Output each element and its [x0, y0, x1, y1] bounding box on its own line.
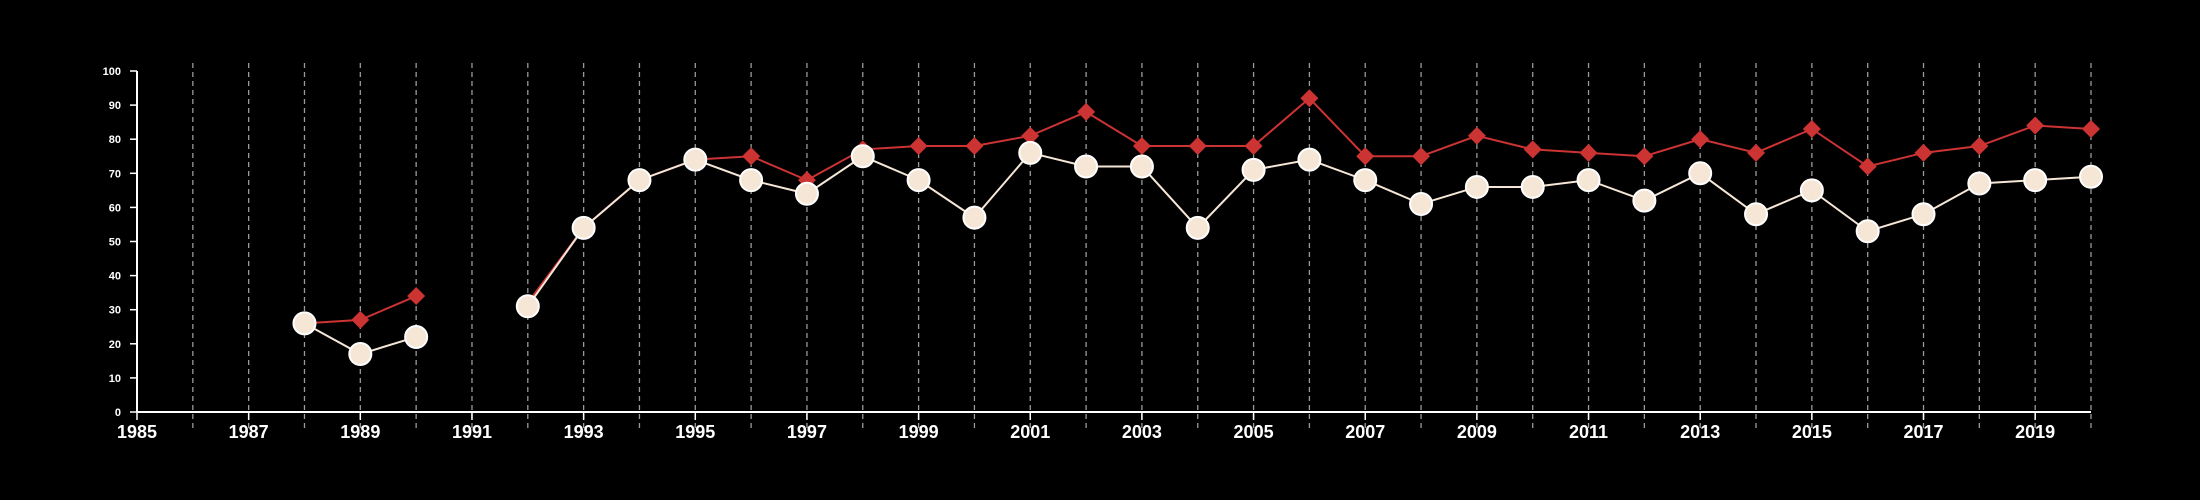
data-point-diamond — [1077, 102, 1096, 121]
x-tick-label: 1985 — [117, 422, 157, 442]
x-tick-label: 2011 — [1569, 422, 1608, 442]
data-point-diamond — [1412, 147, 1431, 166]
x-tick-label: 1991 — [452, 422, 492, 442]
y-tick-label: 40 — [109, 271, 121, 283]
data-point-circle — [1353, 168, 1378, 193]
data-point-circle — [1520, 174, 1545, 199]
data-point-circle — [1018, 140, 1043, 165]
x-tick-label: 2007 — [1345, 422, 1385, 442]
data-point-circle — [571, 215, 596, 240]
data-point-circle — [1241, 157, 1266, 182]
y-tick-label: 0 — [115, 407, 121, 419]
data-point-circle — [515, 294, 540, 319]
data-point-circle — [1129, 154, 1154, 179]
y-tick-label: 70 — [109, 168, 121, 180]
data-point-circle — [1297, 147, 1322, 172]
data-point-diamond — [1244, 137, 1263, 156]
axes: 0 10 20 30 40 50 60 70 80 90 100 1985 1987 1989 1991 19… — [103, 66, 2091, 442]
data-point-diamond — [1467, 126, 1486, 145]
data-point-circle — [1409, 191, 1434, 216]
x-tick-label: 2013 — [1680, 422, 1720, 442]
data-point-circle — [1744, 202, 1769, 227]
data-point-circle — [348, 342, 373, 367]
data-point-diamond — [909, 137, 928, 156]
data-point-diamond — [742, 147, 761, 166]
x-tick-label: 2015 — [1792, 422, 1832, 442]
y-tick-label: 30 — [109, 305, 121, 317]
x-tick-label: 2005 — [1234, 422, 1274, 442]
data-point-circle — [292, 311, 317, 336]
data-point-diamond — [1914, 143, 1933, 162]
data-point-circle — [1185, 215, 1210, 240]
data-point-circle — [906, 168, 931, 193]
data-point-circle — [1632, 188, 1657, 213]
x-tick-label: 1989 — [340, 422, 380, 442]
y-tick-label: 20 — [109, 339, 121, 351]
series-group — [292, 89, 2103, 367]
data-point-diamond — [1132, 137, 1151, 156]
y-tick-label: 10 — [109, 373, 121, 385]
x-tick-label: 1995 — [675, 422, 715, 442]
data-point-diamond — [2082, 119, 2100, 138]
data-point-diamond — [1021, 126, 1040, 145]
data-point-circle — [1967, 171, 1992, 196]
data-point-circle — [683, 147, 708, 172]
data-point-diamond — [1747, 143, 1766, 162]
data-point-diamond — [1635, 147, 1654, 166]
x-tick-label: 2017 — [1903, 422, 1943, 442]
y-tick-label: 50 — [109, 237, 121, 249]
data-point-diamond — [1188, 137, 1207, 156]
y-tick-label: 60 — [109, 202, 121, 214]
data-point-circle — [850, 144, 875, 169]
data-point-diamond — [407, 287, 426, 306]
data-point-circle — [739, 168, 764, 193]
x-tick-label: 1999 — [899, 422, 939, 442]
x-tick-label: 2003 — [1122, 422, 1162, 442]
data-point-circle — [1688, 161, 1713, 186]
y-tick-label: 80 — [109, 134, 121, 146]
data-point-circle — [1911, 202, 1936, 227]
data-point-diamond — [351, 310, 370, 329]
data-point-diamond — [965, 137, 984, 156]
data-point-circle — [962, 205, 987, 230]
data-point-diamond — [1691, 130, 1710, 149]
data-point-circle — [627, 168, 652, 193]
data-point-diamond — [1579, 143, 1598, 162]
data-point-circle — [1074, 154, 1099, 179]
data-point-diamond — [2026, 116, 2045, 135]
data-point-circle — [404, 324, 429, 349]
data-point-circle — [2023, 168, 2048, 193]
x-tick-label: 1997 — [787, 422, 827, 442]
series-circle — [292, 140, 2103, 367]
x-tick-label: 1993 — [564, 422, 604, 442]
data-point-diamond — [1356, 147, 1375, 166]
data-point-diamond — [1802, 119, 1821, 138]
y-tick-label: 90 — [109, 100, 121, 112]
data-point-diamond — [1858, 157, 1877, 176]
grid-lines — [192, 63, 2092, 430]
x-tick-label: 1987 — [229, 422, 269, 442]
x-tick-label: 2001 — [1010, 422, 1050, 442]
data-point-diamond — [1523, 140, 1542, 159]
data-point-diamond — [1300, 89, 1319, 108]
data-point-circle — [1576, 168, 1601, 193]
x-tick-label: 2019 — [2015, 422, 2055, 442]
data-point-circle — [1464, 174, 1489, 199]
data-point-circle — [2079, 164, 2103, 189]
data-point-circle — [1855, 219, 1880, 244]
data-point-circle — [794, 181, 819, 206]
data-point-diamond — [1970, 137, 1989, 156]
y-tick-label: 100 — [103, 66, 121, 78]
x-tick-label: 2009 — [1457, 422, 1497, 442]
data-point-circle — [1799, 178, 1824, 203]
